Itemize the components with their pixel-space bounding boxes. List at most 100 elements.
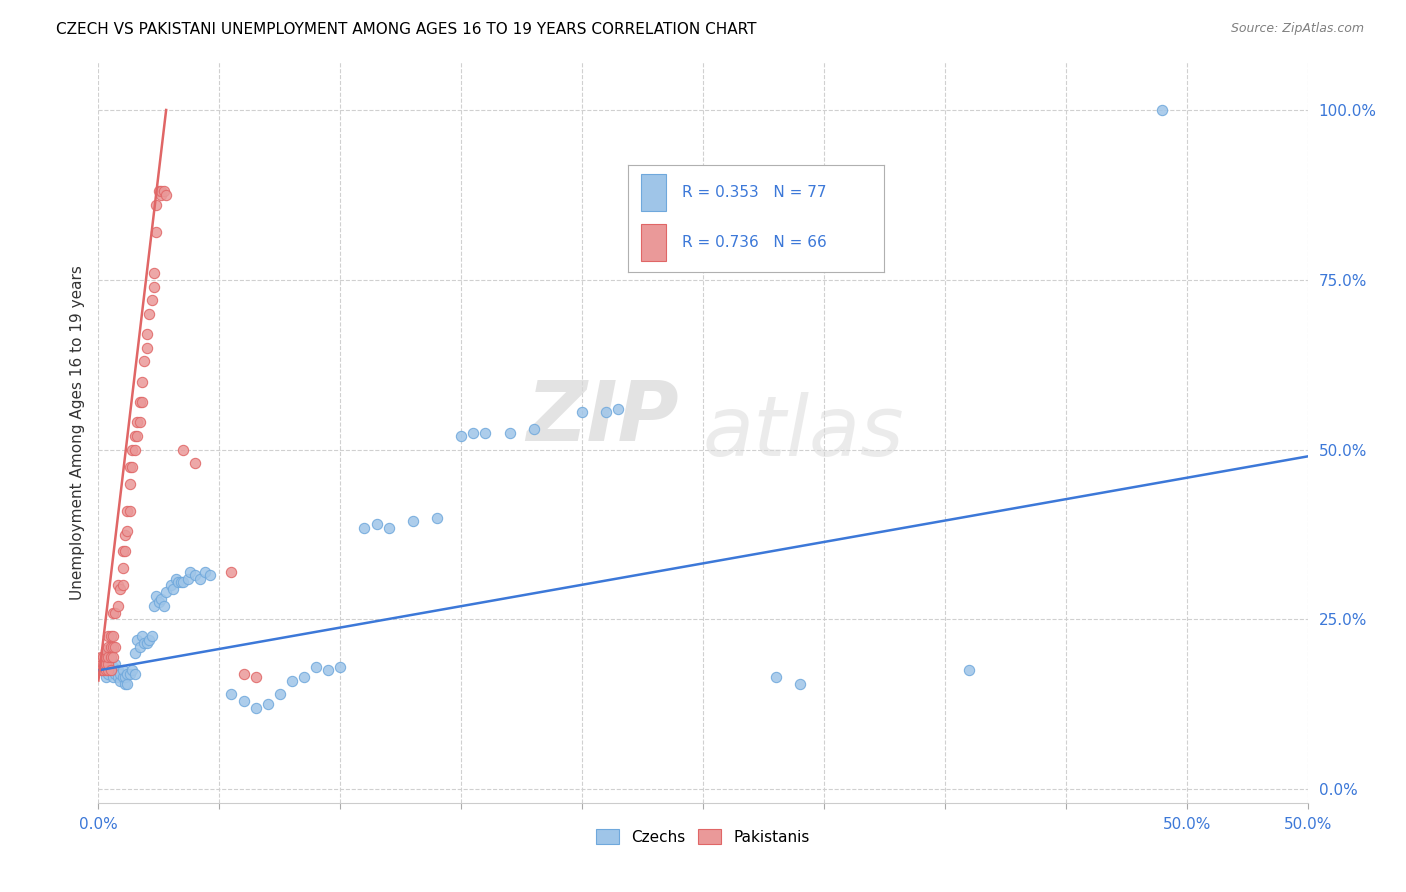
Point (114, 527, 136, 541)
Point (150, 592, 173, 607)
Text: ZIP: ZIP (526, 377, 679, 458)
Point (127, 416, 149, 430)
Point (91, 664, 114, 678)
Point (145, 589, 167, 603)
Point (143, 599, 166, 613)
Point (179, 565, 201, 579)
Point (124, 429, 146, 443)
Point (111, 578, 134, 592)
Point (571, 405, 593, 419)
Point (101, 670, 124, 684)
Point (97, 657, 120, 671)
Point (114, 677, 136, 691)
Point (789, 677, 811, 691)
Point (121, 459, 143, 474)
Point (118, 504, 141, 518)
Point (90, 649, 112, 664)
Point (100, 640, 122, 654)
Point (91, 657, 114, 671)
Point (121, 664, 143, 678)
Point (169, 575, 191, 590)
Point (402, 514, 425, 528)
Point (107, 670, 129, 684)
Point (94, 664, 117, 678)
Point (426, 510, 449, 524)
Point (97, 646, 120, 660)
Point (94, 649, 117, 664)
Point (108, 582, 131, 596)
Point (97, 664, 120, 678)
Point (91, 649, 114, 664)
Point (167, 575, 190, 590)
Point (101, 606, 124, 620)
Point (143, 279, 166, 293)
Point (100, 629, 122, 643)
Point (463, 425, 485, 440)
Point (177, 572, 200, 586)
Bar (641, 174, 666, 211)
Point (107, 599, 129, 613)
Legend: Czechs, Pakistanis: Czechs, Pakistanis (591, 822, 815, 851)
Point (128, 416, 150, 430)
Point (765, 670, 787, 684)
Point (107, 664, 129, 678)
Point (134, 354, 156, 368)
Point (100, 649, 122, 664)
Point (97, 649, 120, 664)
Point (117, 677, 139, 691)
Point (118, 666, 141, 681)
Point (131, 375, 153, 389)
Point (148, 185, 170, 199)
Bar (641, 224, 666, 261)
Point (124, 666, 146, 681)
Point (134, 636, 156, 650)
Point (97, 640, 120, 654)
Point (104, 657, 127, 671)
Point (377, 521, 399, 535)
Point (232, 694, 254, 708)
Point (114, 670, 136, 684)
Point (162, 582, 184, 596)
Point (245, 700, 267, 714)
Point (94, 643, 117, 657)
Point (138, 307, 160, 321)
Point (108, 666, 131, 681)
Point (143, 266, 166, 280)
Point (90, 664, 112, 678)
Point (523, 422, 546, 436)
Point (94, 670, 117, 684)
Point (97, 666, 120, 681)
Point (131, 629, 153, 643)
Point (232, 666, 254, 681)
Point (184, 456, 207, 470)
Point (292, 670, 315, 684)
Point (104, 606, 127, 620)
Point (152, 185, 174, 199)
Point (117, 666, 139, 681)
Point (145, 225, 167, 239)
Point (474, 425, 496, 440)
Point (269, 687, 291, 701)
Point (607, 401, 630, 416)
Point (188, 572, 211, 586)
Point (101, 629, 124, 643)
Text: R = 0.353   N = 77: R = 0.353 N = 77 (682, 185, 827, 200)
Point (121, 442, 143, 457)
Text: CZECH VS PAKISTANI UNEMPLOYMENT AMONG AGES 16 TO 19 YEARS CORRELATION CHART: CZECH VS PAKISTANI UNEMPLOYMENT AMONG AG… (56, 22, 756, 37)
Point (114, 544, 136, 558)
Point (104, 640, 127, 654)
Point (150, 185, 173, 199)
Point (91, 664, 114, 678)
Point (135, 327, 157, 342)
Point (198, 568, 221, 582)
Point (1152, 103, 1174, 117)
Point (221, 565, 243, 579)
Point (108, 673, 131, 688)
Point (498, 425, 520, 440)
Point (101, 640, 124, 654)
Point (221, 687, 243, 701)
Point (131, 395, 153, 409)
Point (305, 660, 328, 674)
Point (128, 395, 150, 409)
Point (117, 524, 139, 538)
